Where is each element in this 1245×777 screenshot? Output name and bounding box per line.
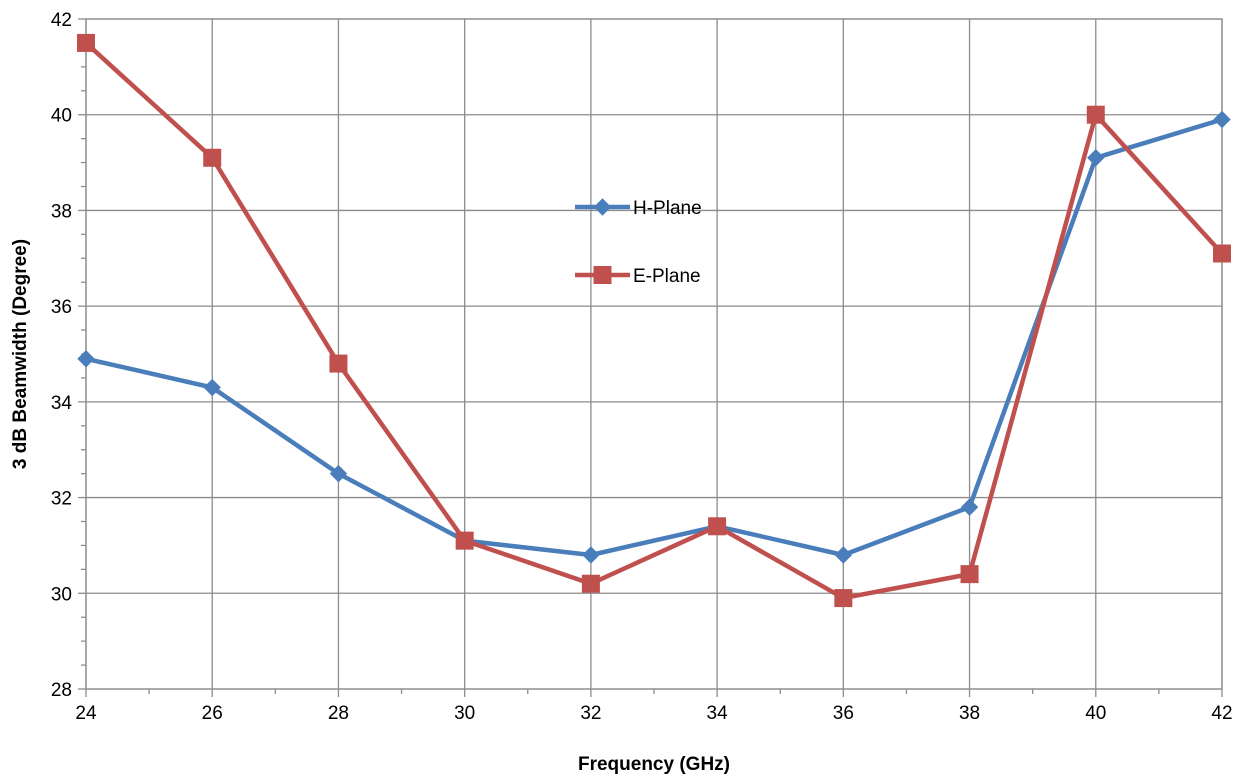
- x-tick-label: 24: [75, 703, 97, 724]
- data-point-e-plane: [329, 354, 348, 373]
- y-tick-label: 42: [51, 10, 72, 31]
- data-point-e-plane: [77, 33, 95, 52]
- data-point-e-plane: [1213, 244, 1231, 263]
- series-line-e-plane: [84, 41, 1224, 601]
- y-tick-label: 32: [51, 489, 72, 510]
- data-point-e-plane: [1086, 105, 1105, 124]
- data-point-e-plane: [455, 531, 474, 550]
- series-line-h-plane: [85, 117, 1223, 558]
- data-point-h-plane: [203, 378, 221, 397]
- x-tick-label: 38: [959, 703, 980, 724]
- data-point-h-plane: [77, 350, 95, 368]
- legend-entry-e-plane: E-Plane: [575, 266, 701, 287]
- series-e-plane: [77, 33, 1231, 608]
- series-layer: [77, 33, 1231, 608]
- y-axis-title: 3 dB Beamwidth (Degree): [10, 239, 31, 469]
- data-point-h-plane: [582, 546, 600, 564]
- series-h-plane: [77, 110, 1231, 564]
- legend-label-e-plane: E-Plane: [633, 266, 701, 287]
- data-point-h-plane: [1213, 110, 1231, 129]
- x-tick-label: 28: [328, 703, 349, 724]
- x-tick-label: 36: [833, 703, 854, 724]
- x-tick-label: 34: [707, 703, 729, 724]
- data-point-e-plane: [708, 517, 727, 536]
- data-point-e-plane: [203, 148, 222, 167]
- legend-marker-e-plane: [593, 266, 612, 284]
- y-tick-label: 34: [51, 393, 73, 414]
- data-point-e-plane: [834, 589, 853, 608]
- legend: H-Plane E-Plane: [575, 198, 702, 287]
- y-tick-label: 38: [51, 201, 72, 222]
- data-point-e-plane: [581, 574, 600, 593]
- y-tick-label: 40: [51, 106, 72, 127]
- x-tick-label: 32: [580, 703, 601, 724]
- x-tick-label: 40: [1085, 703, 1106, 724]
- data-point-h-plane: [834, 546, 853, 564]
- legend-marker-h-plane: [593, 198, 612, 216]
- y-tick-label: 30: [51, 584, 72, 605]
- data-point-h-plane: [1087, 149, 1105, 167]
- legend-label-h-plane: H-Plane: [633, 198, 702, 219]
- x-tick-label: 42: [1211, 703, 1232, 724]
- x-tick-label: 30: [454, 703, 475, 724]
- x-tick-label: 26: [202, 703, 223, 724]
- legend-entry-h-plane: H-Plane: [575, 198, 702, 219]
- y-tick-label: 28: [51, 680, 72, 701]
- y-tick-label: 36: [51, 297, 72, 318]
- data-point-h-plane: [960, 498, 979, 516]
- data-point-h-plane: [329, 464, 348, 483]
- data-point-e-plane: [960, 565, 979, 584]
- x-axis-title: Frequency (GHz): [578, 754, 730, 775]
